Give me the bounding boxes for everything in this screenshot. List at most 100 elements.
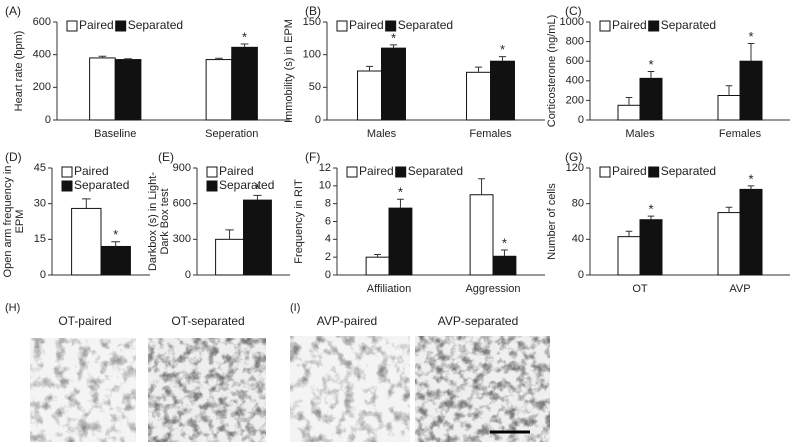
y-tick-label: 12 — [319, 162, 331, 174]
error-bar — [501, 249, 508, 257]
micrograph-texture — [415, 336, 550, 442]
image-label: AVP-separated — [438, 314, 519, 328]
error-bar — [111, 241, 121, 247]
bar — [717, 212, 741, 276]
y-tick-label: 45 — [34, 162, 46, 174]
bar — [215, 238, 245, 276]
y-tick-label: 400 — [33, 49, 51, 61]
error-bar — [647, 70, 655, 79]
error-bar — [747, 43, 755, 62]
micrograph-texture — [290, 336, 410, 442]
error-bar — [478, 178, 485, 195]
bar — [717, 95, 741, 121]
legend-swatch — [599, 166, 611, 178]
micrographs — [30, 336, 550, 442]
significance-marker: * — [748, 171, 753, 186]
legend-label: Paired — [219, 164, 254, 178]
legend-swatch — [115, 20, 127, 32]
error-bar — [240, 43, 249, 48]
micrograph-texture — [30, 338, 136, 442]
y-tick-label: 80 — [572, 198, 584, 210]
x-tick-label: Females — [469, 128, 512, 140]
legend-label: Separated — [74, 178, 129, 192]
bar — [617, 236, 641, 276]
bar — [469, 194, 494, 276]
significance-marker: * — [748, 29, 753, 44]
y-tick-label: 10 — [319, 180, 331, 192]
error-bar — [725, 206, 733, 213]
legend-label: Separated — [661, 18, 716, 32]
x-tick-label: Males — [367, 128, 397, 140]
y-tick-label: 200 — [566, 94, 584, 106]
y-tick-label: 8 — [325, 198, 331, 210]
significance-marker: * — [398, 185, 403, 200]
y-tick-label: 600 — [173, 198, 191, 210]
x-tick-label: Males — [625, 128, 655, 140]
y-tick-label: 120 — [566, 162, 584, 174]
error-bar — [747, 185, 755, 190]
image-label: OT-paired — [58, 314, 111, 328]
panel-label: (F) — [305, 150, 320, 164]
error-bar — [389, 44, 398, 49]
bar — [739, 188, 763, 276]
significance-marker: * — [648, 57, 653, 72]
y-axis-label: Number of cells — [546, 183, 558, 260]
legend-label: Paired — [359, 164, 394, 178]
error-bar — [625, 96, 633, 106]
bar — [492, 255, 517, 276]
bar — [466, 71, 491, 121]
legend-label: Separated — [408, 164, 463, 178]
x-tick-label: Aggression — [465, 283, 520, 295]
y-tick-label: 0 — [325, 269, 331, 281]
legend-swatch — [395, 166, 407, 178]
x-tick-label: Females — [719, 128, 762, 140]
significance-marker: * — [648, 202, 653, 217]
legend-label: Separated — [661, 164, 716, 178]
legend-label: Paired — [612, 18, 647, 32]
x-tick-label: AVP — [729, 283, 750, 295]
error-bar — [98, 55, 107, 58]
bar — [100, 245, 131, 276]
y-tick-label: 0 — [185, 269, 191, 281]
y-tick-label: 900 — [173, 162, 191, 174]
bar — [381, 47, 406, 121]
y-tick-label: 150 — [303, 16, 321, 28]
y-tick-label: 6 — [325, 215, 331, 227]
panel-label: (D) — [5, 150, 22, 164]
y-axis-label: Darkbox (s) in Light- — [147, 172, 159, 271]
error-bar — [725, 85, 733, 96]
y-tick-label: 2 — [325, 251, 331, 263]
significance-marker: * — [500, 42, 505, 57]
y-tick-label: 600 — [566, 55, 584, 67]
legend-label: Paired — [79, 18, 114, 32]
bar — [739, 60, 763, 121]
error-bar — [647, 215, 655, 220]
panel-label: (H) — [5, 302, 20, 314]
y-tick-label: 4 — [325, 233, 331, 245]
y-axis-label: Open arm frequency in — [2, 166, 14, 278]
legend-swatch — [385, 20, 397, 32]
x-tick-label: Affiliation — [367, 283, 411, 295]
legend-label: Paired — [74, 164, 109, 178]
error-bar — [474, 66, 483, 73]
legend-swatch — [66, 20, 78, 32]
error-bar — [365, 65, 374, 71]
y-tick-label: 0 — [578, 114, 584, 126]
panel-label: (C) — [565, 4, 582, 18]
legend-swatch — [346, 166, 358, 178]
y-tick-label: 15 — [34, 233, 46, 245]
y-tick-label: 300 — [173, 233, 191, 245]
error-bar — [374, 253, 381, 258]
y-tick-label: 100 — [303, 49, 321, 61]
legend-label: Paired — [349, 18, 384, 32]
significance-marker: * — [502, 235, 507, 250]
panel-label: (E) — [158, 150, 174, 164]
bar — [639, 219, 663, 276]
y-axis-label: EPM — [14, 210, 26, 234]
y-axis-label: Dark Box test — [159, 188, 171, 254]
bar — [490, 60, 515, 121]
significance-marker: * — [255, 181, 260, 196]
legend-swatch — [206, 166, 218, 178]
y-tick-label: 50 — [309, 81, 321, 93]
bar — [114, 59, 142, 121]
